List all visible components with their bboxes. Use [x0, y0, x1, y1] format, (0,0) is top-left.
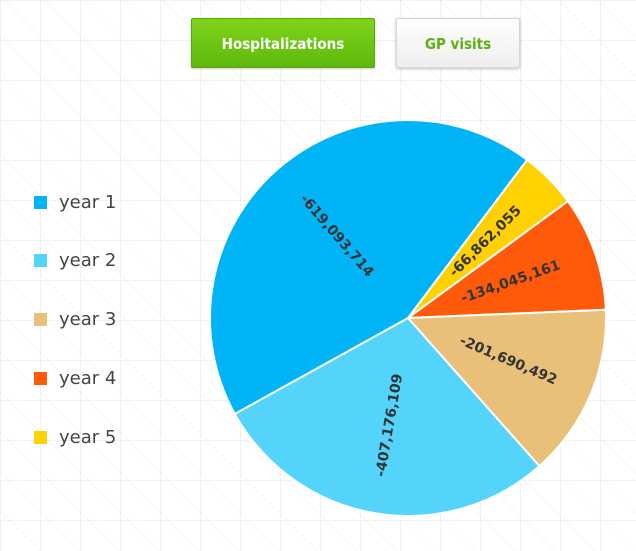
legend-item-year-5[interactable]: year 5 — [34, 423, 154, 451]
pie-slice-year-3[interactable] — [405, 308, 607, 468]
legend-swatch — [34, 312, 47, 326]
legend-item-year-3[interactable]: year 3 — [34, 305, 154, 333]
legend-label: year 3 — [59, 308, 117, 330]
legend-item-year-4[interactable]: year 4 — [34, 364, 154, 392]
legend-label: year 2 — [59, 249, 117, 271]
pie-slice-year-2[interactable] — [233, 316, 541, 517]
legend-swatch — [34, 195, 47, 209]
pie-slice-year-4[interactable] — [404, 199, 607, 320]
legend-item-year-2[interactable]: year 2 — [34, 246, 154, 274]
legend-label: year 1 — [59, 191, 117, 213]
pie-slice-year-1[interactable] — [209, 119, 529, 416]
legend-item-year-1[interactable]: year 1 — [34, 188, 154, 216]
hospitalizations-tab[interactable]: Hospitalizations — [191, 18, 375, 68]
legend-label: year 4 — [59, 367, 117, 389]
legend-swatch — [34, 371, 47, 385]
legend-label: year 5 — [59, 426, 117, 448]
legend-swatch — [34, 430, 47, 444]
gp-visits-tab[interactable]: GP visits — [396, 18, 520, 68]
legend-swatch — [34, 253, 47, 267]
